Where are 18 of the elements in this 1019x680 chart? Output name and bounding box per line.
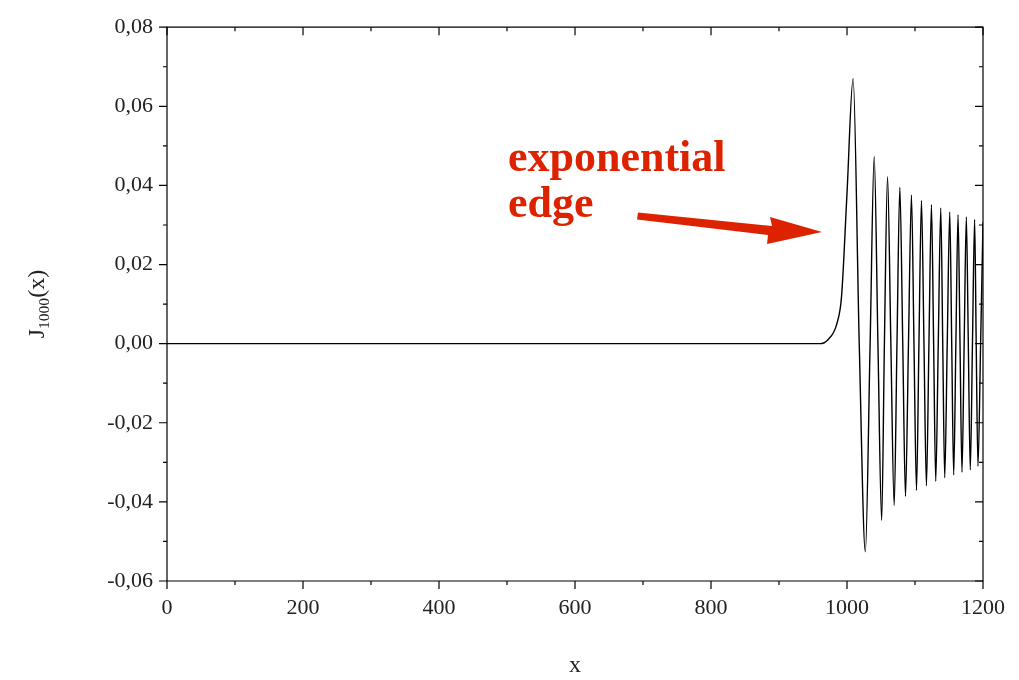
y-tick-label: -0,04 xyxy=(107,487,153,513)
y-tick-label: -0,02 xyxy=(107,408,153,434)
x-tick-label: 0 xyxy=(161,593,173,619)
x-tick-label: 1000 xyxy=(825,593,869,619)
x-tick-label: 1200 xyxy=(961,593,1005,619)
x-axis-title: x xyxy=(569,651,581,678)
x-tick-label: 200 xyxy=(286,593,320,619)
y-tick-label: 0,02 xyxy=(114,250,153,276)
annotation: exponential edge xyxy=(508,132,726,227)
x-tick-label: 800 xyxy=(694,593,728,619)
y-tick-label: 0,00 xyxy=(114,329,153,355)
y-tick-label: 0,04 xyxy=(114,171,153,197)
x-tick-label: 600 xyxy=(558,593,592,619)
y-tick-label: 0,06 xyxy=(114,92,153,118)
y-tick-label: -0,06 xyxy=(107,566,153,592)
x-tick-label: 400 xyxy=(422,593,456,619)
y-tick-label: 0,08 xyxy=(114,12,153,38)
y-axis-title: J1000(x) xyxy=(23,269,53,339)
